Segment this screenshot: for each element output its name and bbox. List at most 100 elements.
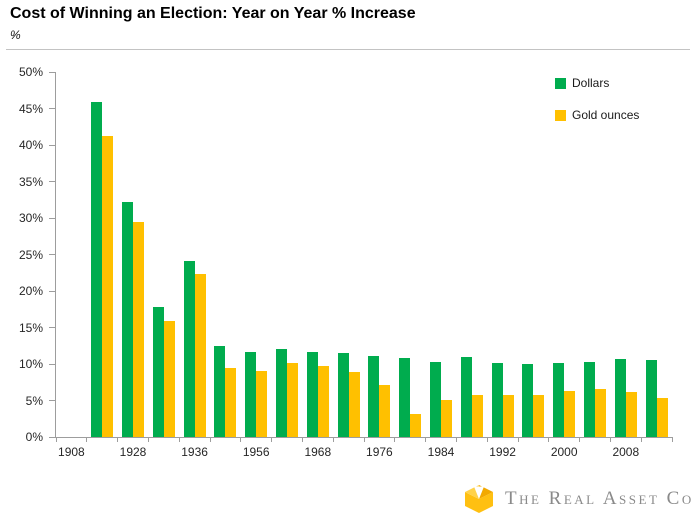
bar-gold-ounces (656, 397, 668, 437)
bar-dollars (183, 261, 195, 437)
y-axis-tick (49, 108, 55, 109)
y-tick-label: 30% (18, 211, 43, 225)
x-axis-tick (579, 437, 581, 442)
y-tick-label: 20% (18, 284, 43, 298)
bar-dollars (491, 362, 503, 437)
y-axis-tick (49, 400, 55, 401)
y-axis-tick (49, 327, 55, 328)
bar-gold-ounces (595, 388, 606, 437)
brand-logo: The Real Asset Co (462, 484, 694, 514)
bar-gold-ounces (471, 394, 483, 437)
x-tick-label: 1956 (242, 445, 270, 459)
bar-dollars (614, 358, 626, 437)
bar-gold-ounces (625, 392, 637, 437)
bar-gold-ounces (163, 320, 175, 437)
y-axis-tick (49, 217, 55, 219)
x-axis-tick (517, 437, 519, 442)
title-divider (6, 49, 690, 50)
plot-area: 0% 5% 10% 15% 20% 25% 30% 35% 40% 45% 50% 1908 1928 1… (19, 65, 673, 459)
bar-gold-ounces (133, 221, 144, 437)
bar-gold-ounces (410, 413, 422, 437)
bar-dollars (399, 358, 411, 437)
bar-dollars (584, 361, 595, 437)
y-tick-label: 25% (18, 247, 43, 262)
y-tick-label: 15% (18, 320, 43, 335)
x-axis-tick (671, 437, 673, 442)
bar-dollars (91, 101, 103, 437)
bar-dollars (553, 363, 565, 437)
bar-gold-ounces (379, 385, 391, 437)
brand-logo-text: The Real Asset Co (505, 488, 694, 509)
x-tick-label: 1976 (366, 445, 393, 459)
bar-dollars (306, 351, 318, 437)
legend: Dollars Gold ounces (555, 76, 639, 140)
y-axis-tick (49, 144, 55, 146)
bar-dollars (460, 357, 472, 437)
bar-dollars (522, 364, 534, 437)
y-axis-tick (49, 181, 55, 182)
bar-gold-ounces (564, 391, 576, 437)
bar-gold-ounces (441, 399, 452, 437)
x-axis-tick (117, 437, 119, 442)
x-axis-tick (178, 437, 180, 442)
bar-gold-ounces (317, 366, 329, 437)
x-tick-label: 1936 (181, 445, 208, 459)
x-tick-label: 1908 (58, 445, 85, 459)
bar-gold-ounces (194, 274, 206, 437)
cube-notch (474, 486, 484, 499)
y-axis-tick (49, 290, 55, 292)
bar-dollars (276, 349, 287, 437)
bar-dollars (245, 352, 257, 437)
x-axis-tick (240, 437, 242, 442)
x-axis-tick (55, 437, 57, 442)
bar-dollars (430, 361, 441, 437)
legend-swatch-gold-ounces (555, 109, 566, 121)
x-axis-tick (425, 437, 427, 442)
bar-dollars (368, 355, 380, 437)
y-axis-tick (49, 254, 55, 255)
y-tick-label: 5% (25, 393, 43, 408)
bar-gold-ounces (348, 372, 360, 437)
bar-dollars (214, 346, 226, 437)
x-axis-tick (394, 437, 396, 442)
x-axis-tick (548, 437, 550, 442)
x-axis-tick (609, 437, 611, 442)
bar-gold-ounces (287, 362, 298, 437)
x-tick-label: 2008 (612, 445, 640, 459)
bar-dollars (152, 307, 164, 437)
y-tick-label: 50% (18, 65, 43, 79)
bar-gold-ounces (225, 367, 237, 437)
x-axis-tick (86, 437, 88, 442)
gold-cube-icon (465, 485, 493, 513)
x-tick-label: 2000 (550, 445, 578, 459)
chart-subtitle-ylabel: % (10, 28, 21, 42)
x-axis-tick (640, 437, 642, 442)
x-tick-label: 1968 (304, 445, 332, 459)
x-axis-tick (271, 437, 273, 442)
y-axis-tick (49, 71, 55, 73)
y-axis-tick (49, 363, 55, 365)
bar-gold-ounces (502, 394, 514, 437)
bar-dollars (337, 353, 349, 437)
x-axis-tick (455, 437, 457, 442)
x-axis-tick (209, 437, 211, 442)
x-axis-tick (363, 437, 365, 442)
y-tick-label: 10% (18, 357, 43, 371)
x-axis-tick (332, 437, 334, 442)
y-tick-label: 35% (18, 174, 43, 189)
x-axis-tick (147, 437, 149, 442)
legend-item-dollars: Dollars (555, 76, 639, 90)
x-axis-tick (301, 437, 303, 442)
legend-item-gold-ounces: Gold ounces (555, 108, 639, 122)
legend-swatch-dollars (555, 77, 566, 89)
y-axis-tick (49, 436, 55, 438)
legend-label-gold-ounces: Gold ounces (572, 108, 640, 122)
x-axis-tick (486, 437, 488, 442)
bar-dollars (122, 201, 133, 437)
y-tick-label: 45% (18, 101, 43, 116)
bar-gold-ounces (533, 395, 545, 437)
x-tick-label: 1992 (489, 445, 516, 459)
y-tick-label: 0% (25, 430, 43, 444)
x-tick-label: 1928 (119, 445, 147, 459)
bar-gold-ounces (102, 136, 114, 437)
